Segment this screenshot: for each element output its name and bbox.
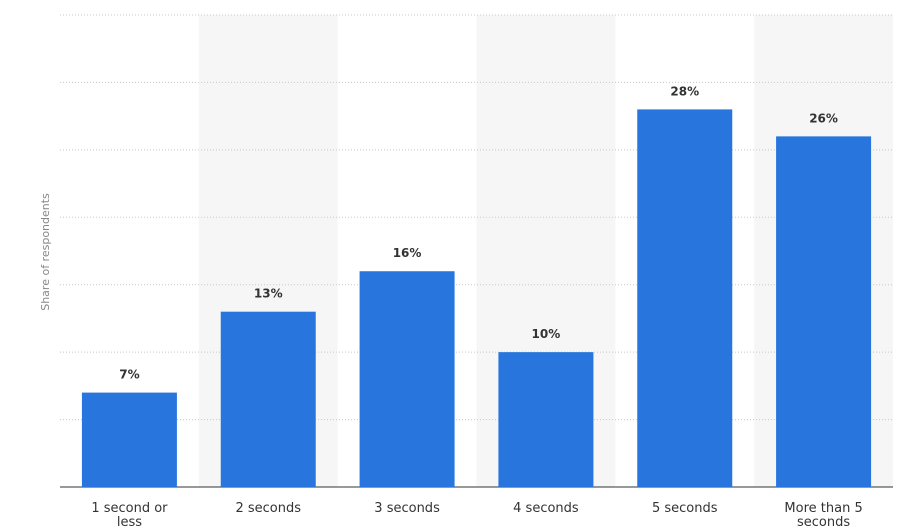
x-tick-label: 5 seconds [652, 501, 718, 516]
bar [359, 271, 455, 487]
label-line: 1 second or [91, 501, 168, 516]
bar [637, 109, 733, 488]
bar [498, 352, 594, 487]
x-tick-label: 2 seconds [235, 501, 301, 516]
bar [776, 136, 872, 487]
value-label: 10% [532, 327, 561, 341]
bar [220, 311, 316, 487]
bar [81, 392, 177, 487]
value-label: 7% [119, 368, 139, 382]
y-axis-title: Share of respondents [39, 193, 52, 311]
x-tick-label: 3 seconds [374, 501, 440, 516]
x-tick-label: 4 seconds [513, 501, 579, 516]
label-line: seconds [797, 515, 850, 529]
x-tick-label: 1 second or less [91, 501, 168, 529]
value-label: 28% [670, 84, 699, 98]
value-label: 26% [809, 111, 838, 125]
value-label: 16% [393, 246, 422, 260]
value-label: 13% [254, 287, 283, 301]
label-line: More than 5 [784, 501, 862, 516]
label-line: less [117, 515, 142, 529]
x-tick-label: More than 5 seconds [784, 501, 862, 529]
